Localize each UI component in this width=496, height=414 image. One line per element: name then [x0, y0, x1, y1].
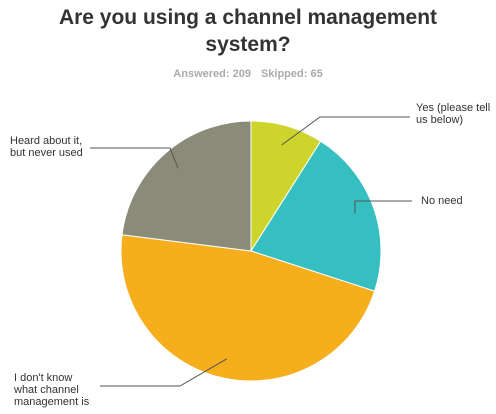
- pie-slice: [121, 120, 252, 252]
- chart-title: Are you using a channel management syste…: [58, 6, 438, 56]
- leader-line: [354, 200, 412, 214]
- slice-label: Heard about it, but never used: [10, 135, 83, 159]
- slice-label: No need: [421, 195, 463, 207]
- leader-line: [281, 116, 410, 146]
- answered: Answered: 209: [173, 68, 251, 80]
- slice-label: I don't know what channel management is: [14, 372, 90, 408]
- response-counts: Answered: 209 Skipped: 65: [0, 68, 496, 80]
- slice-label: Yes (please tell us below): [416, 102, 491, 126]
- leader-line: [90, 147, 179, 169]
- pie-slice: [120, 234, 376, 382]
- pie-slice: [250, 140, 382, 292]
- leader-line: [100, 358, 228, 387]
- skipped: Skipped: 65: [260, 68, 323, 80]
